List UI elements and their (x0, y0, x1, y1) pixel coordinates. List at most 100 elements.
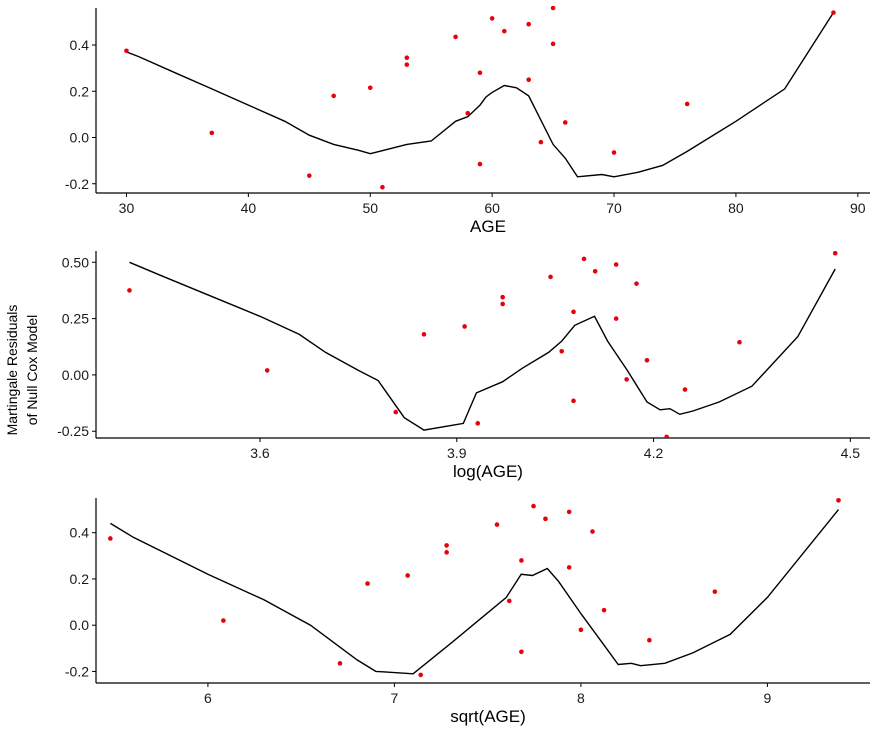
residual-point (538, 139, 544, 145)
residual-point (836, 498, 841, 503)
residual-point (418, 672, 424, 678)
y-tick-label: -0.25 (57, 423, 89, 439)
residual-point (566, 509, 572, 515)
y-tick-label: -0.2 (65, 176, 89, 192)
panel-sqrt-age: -0.2 0.0 0.2 0.4 6 7 8 9 sqrt(AGE) (65, 498, 870, 726)
residual-point (221, 618, 226, 623)
residual-point (682, 387, 688, 392)
residual-point (337, 661, 343, 666)
residual-point (444, 543, 449, 548)
residual-point (404, 62, 410, 67)
panel-age: -0.2 0.0 0.2 0.4 30 40 50 60 70 80 90 AGE (65, 6, 870, 236)
residual-point (531, 503, 536, 509)
residual-point (367, 85, 373, 91)
residual-point (453, 34, 458, 40)
y-tick-label: 0.2 (70, 83, 90, 99)
residual-point (526, 21, 532, 27)
residual-point (502, 28, 507, 34)
residual-point (613, 316, 619, 321)
residual-point (624, 377, 629, 382)
residual-point (307, 173, 312, 178)
residual-point (590, 529, 595, 534)
chart-panels: -0.2 0.0 0.2 0.4 30 40 50 60 70 80 90 AGE -0.25 0.00 0… (57, 6, 870, 726)
residual-point (462, 324, 467, 329)
residual-point (475, 421, 481, 426)
x-axis-title: sqrt(AGE) (450, 707, 526, 726)
residual-point (664, 434, 669, 438)
plot-area (108, 498, 841, 678)
plot-area (127, 250, 838, 438)
residual-point (611, 150, 617, 155)
x-tick-label: 80 (728, 200, 744, 216)
x-tick-label: 3.9 (447, 445, 467, 461)
residual-point (489, 16, 495, 21)
smooth-fit-line (129, 261, 836, 431)
y-tick-label: 0.2 (70, 571, 90, 587)
residual-point (404, 55, 410, 61)
residual-point (519, 558, 524, 563)
x-tick-label: 4.2 (644, 445, 664, 461)
residual-point (380, 184, 385, 190)
x-tick-label: 4.5 (841, 445, 861, 461)
x-tick-label: 90 (850, 200, 866, 216)
residual-point (526, 77, 532, 82)
residual-point (548, 274, 553, 280)
residual-point (712, 589, 718, 594)
residual-point (601, 607, 607, 613)
residual-point (578, 627, 584, 633)
x-tick-label: 40 (241, 200, 257, 216)
y-tick-label: 0.50 (62, 254, 89, 270)
x-tick-label: 8 (577, 690, 585, 706)
residual-point (613, 262, 619, 267)
residual-point (127, 288, 132, 293)
y-tick-label: 0.4 (70, 37, 90, 53)
x-tick-label: 7 (391, 690, 399, 706)
residual-point (647, 637, 652, 643)
residual-point (737, 339, 742, 345)
residual-point (832, 250, 838, 256)
residual-point (592, 268, 598, 274)
residual-point (550, 6, 556, 11)
residual-point (500, 294, 505, 300)
residual-point (506, 598, 512, 604)
residual-point (108, 536, 113, 541)
y-tick-label: 0.4 (70, 525, 90, 541)
smooth-fit-line (126, 12, 834, 178)
y-tick-label: 0.0 (70, 130, 90, 146)
residual-point (566, 565, 572, 570)
x-axis-title: AGE (470, 217, 506, 236)
x-tick-label: 6 (204, 690, 212, 706)
residual-point (519, 649, 524, 655)
residual-point (571, 398, 576, 404)
x-tick-label: 50 (362, 200, 378, 216)
x-axis-title: log(AGE) (453, 462, 523, 481)
residual-point (477, 70, 483, 76)
residual-point (444, 550, 449, 555)
residual-point (562, 120, 568, 125)
y-tick-label: 0.0 (70, 617, 90, 633)
y-axis-title-line-1: Martingale Residuals (4, 305, 20, 436)
x-tick-label: 30 (119, 200, 135, 216)
panel-log-age: -0.25 0.00 0.25 0.50 3.6 3.9 4.2 4.5 log(AGE) (57, 250, 870, 481)
residual-point (543, 516, 548, 522)
residual-point (393, 409, 399, 415)
residual-point (581, 256, 587, 262)
residual-point (365, 581, 370, 586)
residual-point (405, 573, 410, 578)
residual-point (500, 301, 505, 307)
plot-area (124, 6, 836, 190)
x-tick-label: 3.6 (250, 445, 270, 461)
residual-point (421, 332, 427, 337)
residual-point (124, 48, 129, 54)
x-tick-label: 70 (606, 200, 622, 216)
residual-point (684, 101, 690, 107)
x-tick-label: 9 (764, 690, 772, 706)
residual-point (264, 368, 270, 373)
residual-point (494, 522, 500, 527)
y-axis-title-line-2: of Null Cox Model (24, 315, 40, 426)
y-tick-label: -0.2 (65, 663, 89, 679)
residual-point (559, 348, 565, 354)
residual-point (550, 41, 556, 47)
residual-point (571, 309, 576, 315)
